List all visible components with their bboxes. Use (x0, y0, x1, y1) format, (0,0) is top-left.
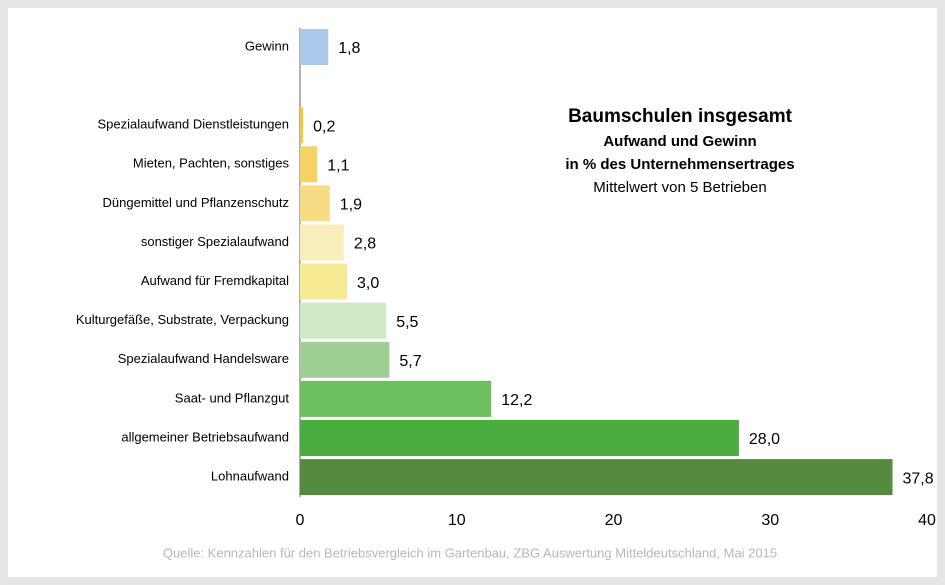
y-tick-label: Kulturgefäße, Substrate, Verpackung (76, 312, 289, 327)
y-tick-label: Spezialaufwand Handelsware (118, 351, 289, 366)
subtitle: Mittelwert von 5 Betrieben (593, 179, 766, 196)
subtitle: Aufwand und Gewinn (603, 133, 756, 150)
y-tick-label: Mieten, Pachten, sonstiges (133, 156, 290, 171)
y-tick-label: Aufwand für Fremdkapital (141, 273, 289, 288)
value-label: 3,0 (357, 275, 379, 292)
y-tick-label: sonstiger Spezialaufwand (141, 234, 289, 249)
bar (300, 420, 739, 456)
x-tick-label: 0 (296, 512, 305, 529)
value-label: 5,7 (399, 353, 421, 370)
y-tick-label: Düngemittel und Pflanzenschutz (103, 195, 289, 210)
subtitle: in % des Unternehmensertrages (565, 156, 794, 173)
value-label: 1,1 (327, 158, 349, 175)
bar (300, 459, 893, 496)
y-tick-label: allgemeiner Betriebsaufwand (121, 429, 289, 444)
bar (300, 302, 387, 339)
bar (300, 185, 330, 222)
x-tick-label: 30 (761, 512, 779, 529)
value-label: 5,5 (396, 314, 418, 331)
chart-title: Baumschulen insgesamt (568, 106, 793, 127)
value-label: 1,9 (340, 197, 362, 214)
bar (300, 146, 318, 183)
bar (300, 107, 304, 144)
y-tick-label: Lohnaufwand (211, 469, 289, 484)
bar (300, 224, 344, 261)
bar (300, 29, 329, 65)
bar (300, 341, 390, 378)
value-label: 0,2 (313, 118, 335, 135)
x-tick-label: 20 (605, 512, 623, 529)
value-label: 12,2 (501, 392, 532, 409)
value-label: 1,8 (338, 40, 360, 57)
value-label: 2,8 (354, 236, 376, 253)
y-tick-label: Gewinn (245, 38, 289, 53)
source: Quelle: Kennzahlen für den Betriebsvergl… (163, 545, 777, 560)
x-tick-label: 10 (448, 512, 466, 529)
bar (300, 263, 348, 300)
bar (300, 380, 492, 417)
value-label: 28,0 (749, 431, 780, 448)
x-tick-label: 40 (918, 512, 936, 529)
y-tick-label: Spezialaufwand Dienstleistungen (97, 117, 289, 132)
value-label: 37,8 (903, 470, 934, 487)
y-tick-label: Saat- und Pflanzgut (175, 390, 290, 405)
